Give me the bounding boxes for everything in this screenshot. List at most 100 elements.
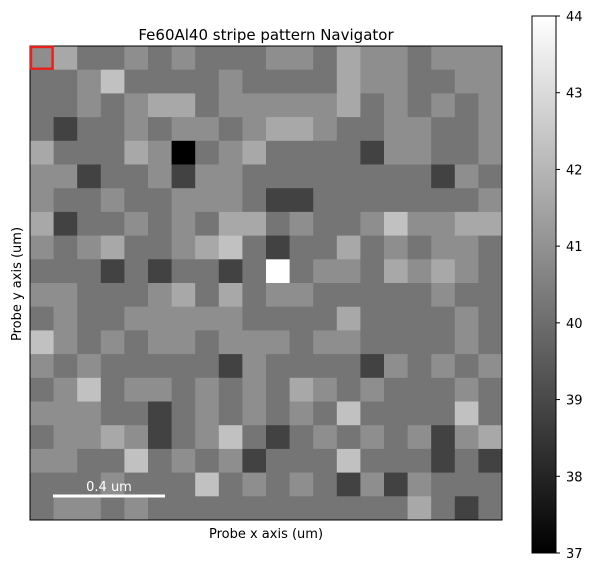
- heatmap-cell[interactable]: [266, 188, 290, 213]
- heatmap-cell[interactable]: [100, 283, 125, 308]
- heatmap-cell[interactable]: [454, 425, 479, 450]
- heatmap-cell[interactable]: [313, 472, 338, 497]
- heatmap-cell[interactable]: [53, 140, 78, 165]
- heatmap-cell[interactable]: [266, 306, 290, 331]
- heatmap-cell[interactable]: [53, 425, 78, 450]
- heatmap-cell[interactable]: [431, 401, 456, 426]
- heatmap-cell[interactable]: [218, 164, 243, 189]
- heatmap-cell[interactable]: [360, 46, 385, 71]
- heatmap-cell[interactable]: [242, 306, 267, 331]
- heatmap-cell[interactable]: [124, 330, 149, 355]
- heatmap-cell[interactable]: [195, 448, 220, 473]
- heatmap-cell[interactable]: [431, 117, 456, 142]
- heatmap-cell[interactable]: [431, 425, 456, 450]
- heatmap-cell[interactable]: [454, 188, 479, 213]
- heatmap-cell[interactable]: [242, 354, 267, 379]
- heatmap-cell[interactable]: [478, 235, 503, 260]
- heatmap-cell[interactable]: [124, 69, 149, 94]
- heatmap-cell[interactable]: [242, 188, 267, 213]
- heatmap-cell[interactable]: [336, 330, 361, 355]
- heatmap-cell[interactable]: [384, 140, 408, 165]
- heatmap-cell[interactable]: [384, 164, 408, 189]
- heatmap-cell[interactable]: [478, 330, 503, 355]
- heatmap-cell[interactable]: [431, 472, 456, 497]
- heatmap-cell[interactable]: [289, 448, 314, 473]
- heatmap-cell[interactable]: [289, 164, 314, 189]
- heatmap-cell[interactable]: [431, 330, 456, 355]
- heatmap-cell[interactable]: [218, 401, 243, 426]
- heatmap-cell[interactable]: [407, 472, 432, 497]
- heatmap-cell[interactable]: [407, 330, 432, 355]
- heatmap-cell[interactable]: [289, 93, 314, 118]
- heatmap-cell[interactable]: [336, 69, 361, 94]
- heatmap-cell[interactable]: [148, 283, 172, 308]
- heatmap-cell[interactable]: [289, 425, 314, 450]
- heatmap-cell[interactable]: [124, 425, 149, 450]
- heatmap-cell[interactable]: [454, 164, 479, 189]
- heatmap-cell[interactable]: [289, 306, 314, 331]
- heatmap-cell[interactable]: [218, 377, 243, 402]
- heatmap-cell[interactable]: [407, 283, 432, 308]
- heatmap-cell[interactable]: [454, 235, 479, 260]
- heatmap-cell[interactable]: [242, 117, 267, 142]
- heatmap-cell[interactable]: [407, 354, 432, 379]
- heatmap-cell[interactable]: [478, 188, 503, 213]
- heatmap-cell[interactable]: [124, 306, 149, 331]
- heatmap-cell[interactable]: [289, 496, 314, 521]
- heatmap-cell[interactable]: [431, 188, 456, 213]
- heatmap-cell[interactable]: [266, 401, 290, 426]
- heatmap-cell[interactable]: [124, 93, 149, 118]
- heatmap-cell[interactable]: [77, 448, 102, 473]
- heatmap-cell[interactable]: [336, 448, 361, 473]
- heatmap-cell[interactable]: [77, 117, 102, 142]
- heatmap-cell[interactable]: [171, 354, 196, 379]
- heatmap-cell[interactable]: [384, 188, 408, 213]
- heatmap-cell[interactable]: [195, 354, 220, 379]
- heatmap-cell[interactable]: [195, 69, 220, 94]
- heatmap-cell[interactable]: [313, 140, 338, 165]
- heatmap-cell[interactable]: [30, 188, 54, 213]
- heatmap-cell[interactable]: [100, 496, 125, 521]
- heatmap-cell[interactable]: [266, 448, 290, 473]
- heatmap-cell[interactable]: [454, 377, 479, 402]
- heatmap-cell[interactable]: [313, 425, 338, 450]
- heatmap-cell[interactable]: [478, 259, 503, 284]
- heatmap-cell[interactable]: [218, 496, 243, 521]
- heatmap-cell[interactable]: [360, 472, 385, 497]
- heatmap-cell[interactable]: [431, 496, 456, 521]
- heatmap-cell[interactable]: [407, 448, 432, 473]
- heatmap-cell[interactable]: [289, 259, 314, 284]
- heatmap-cell[interactable]: [360, 235, 385, 260]
- heatmap-cell[interactable]: [407, 235, 432, 260]
- heatmap-cell[interactable]: [266, 164, 290, 189]
- heatmap-cell[interactable]: [360, 93, 385, 118]
- heatmap-cell[interactable]: [384, 46, 408, 71]
- heatmap-cell[interactable]: [242, 259, 267, 284]
- heatmap-cell[interactable]: [148, 211, 172, 236]
- heatmap-cell[interactable]: [360, 188, 385, 213]
- heatmap-cell[interactable]: [266, 211, 290, 236]
- heatmap-cell[interactable]: [53, 354, 78, 379]
- heatmap-cell[interactable]: [242, 330, 267, 355]
- heatmap-cell[interactable]: [53, 259, 78, 284]
- heatmap-cell[interactable]: [171, 93, 196, 118]
- heatmap-cell[interactable]: [360, 283, 385, 308]
- heatmap-cell[interactable]: [195, 117, 220, 142]
- heatmap-cell[interactable]: [242, 377, 267, 402]
- heatmap-cell[interactable]: [266, 354, 290, 379]
- heatmap-cell[interactable]: [289, 46, 314, 71]
- heatmap-cell[interactable]: [30, 69, 54, 94]
- heatmap-cell[interactable]: [360, 140, 385, 165]
- heatmap-cell[interactable]: [195, 496, 220, 521]
- heatmap-cell[interactable]: [100, 259, 125, 284]
- heatmap-cell[interactable]: [100, 46, 125, 71]
- heatmap-cell[interactable]: [384, 283, 408, 308]
- heatmap-cell[interactable]: [478, 46, 503, 71]
- heatmap-cell[interactable]: [195, 188, 220, 213]
- heatmap-cell[interactable]: [148, 235, 172, 260]
- heatmap-cell[interactable]: [478, 377, 503, 402]
- heatmap-cell[interactable]: [313, 235, 338, 260]
- heatmap-cell[interactable]: [478, 354, 503, 379]
- heatmap-cell[interactable]: [431, 69, 456, 94]
- heatmap-cell[interactable]: [171, 164, 196, 189]
